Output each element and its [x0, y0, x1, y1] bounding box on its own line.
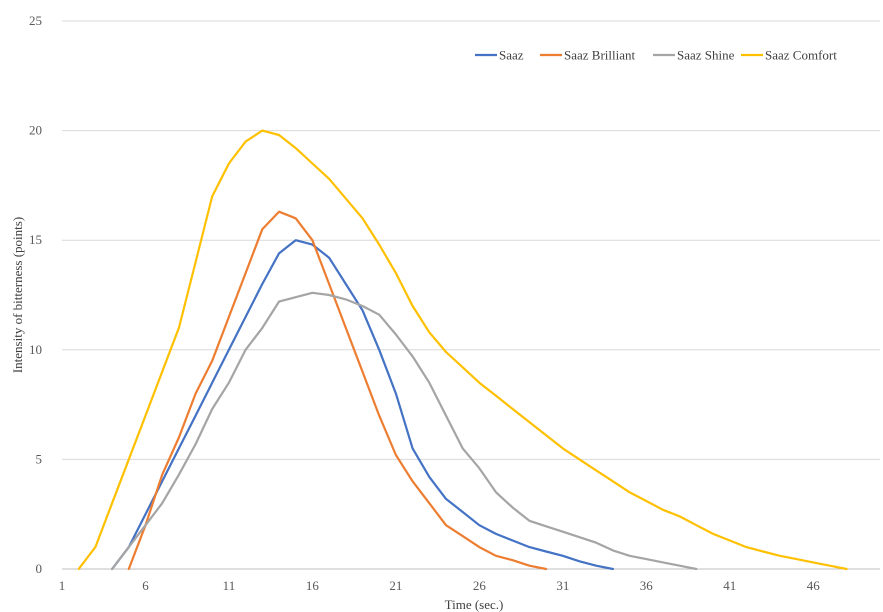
y-tick-label: 10 [29, 342, 42, 357]
x-tick-label: 31 [556, 578, 569, 593]
y-tick-label: 15 [29, 232, 42, 247]
x-tick-label: 41 [723, 578, 736, 593]
y-axis-title: Intensity of bitterness (points) [10, 217, 25, 373]
legend-label: Saaz Shine [677, 48, 735, 63]
series-line-saaz-comfort [77, 129, 848, 571]
legend-label: Saaz [499, 48, 524, 63]
legend: Saaz Saaz Brilliant Saaz Shine Saaz Comfort [475, 48, 837, 63]
y-tick-label: 20 [29, 123, 42, 138]
y-tick-label: 25 [29, 13, 42, 28]
series-lines [77, 129, 848, 571]
x-tick-label: 46 [807, 578, 821, 593]
x-axis-title: Time (sec.) [445, 597, 504, 612]
x-tick-label: 21 [389, 578, 402, 593]
x-tick-label: 16 [306, 578, 320, 593]
series-line-saaz [111, 239, 614, 571]
x-tick-label: 36 [640, 578, 654, 593]
x-tick-label: 11 [223, 578, 236, 593]
x-tick-label: 26 [473, 578, 487, 593]
legend-label: Saaz Comfort [765, 48, 837, 63]
x-tick-label: 6 [142, 578, 149, 593]
y-tick-label: 5 [36, 451, 43, 466]
series-line-saaz-brilliant [127, 210, 548, 571]
x-tick-label: 1 [59, 578, 66, 593]
gridlines [62, 20, 880, 460]
series-line-saaz-shine [111, 291, 698, 571]
y-tick-label: 0 [36, 561, 43, 576]
legend-label: Saaz Brilliant [564, 48, 636, 63]
